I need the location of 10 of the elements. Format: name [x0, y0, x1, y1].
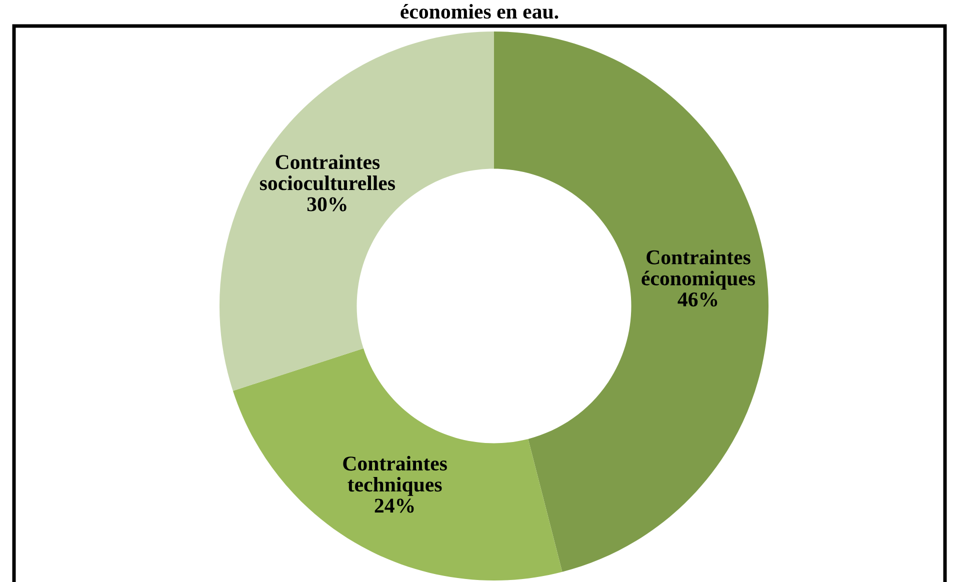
- slice-label: Contraintes techniques: [343, 456, 447, 496]
- chart-title: économies en eau.: [400, 4, 558, 19]
- slice-label: Contraintes socioculturelles: [260, 154, 396, 190]
- donut-slice: [494, 31, 769, 572]
- data-label: 46%: [678, 292, 718, 307]
- data-label: 24%: [374, 498, 414, 513]
- donut-slice: [232, 348, 562, 581]
- slice-label: Contraintes économiques: [642, 250, 756, 290]
- donut-slice: [219, 31, 494, 391]
- data-label: 30%: [307, 197, 346, 212]
